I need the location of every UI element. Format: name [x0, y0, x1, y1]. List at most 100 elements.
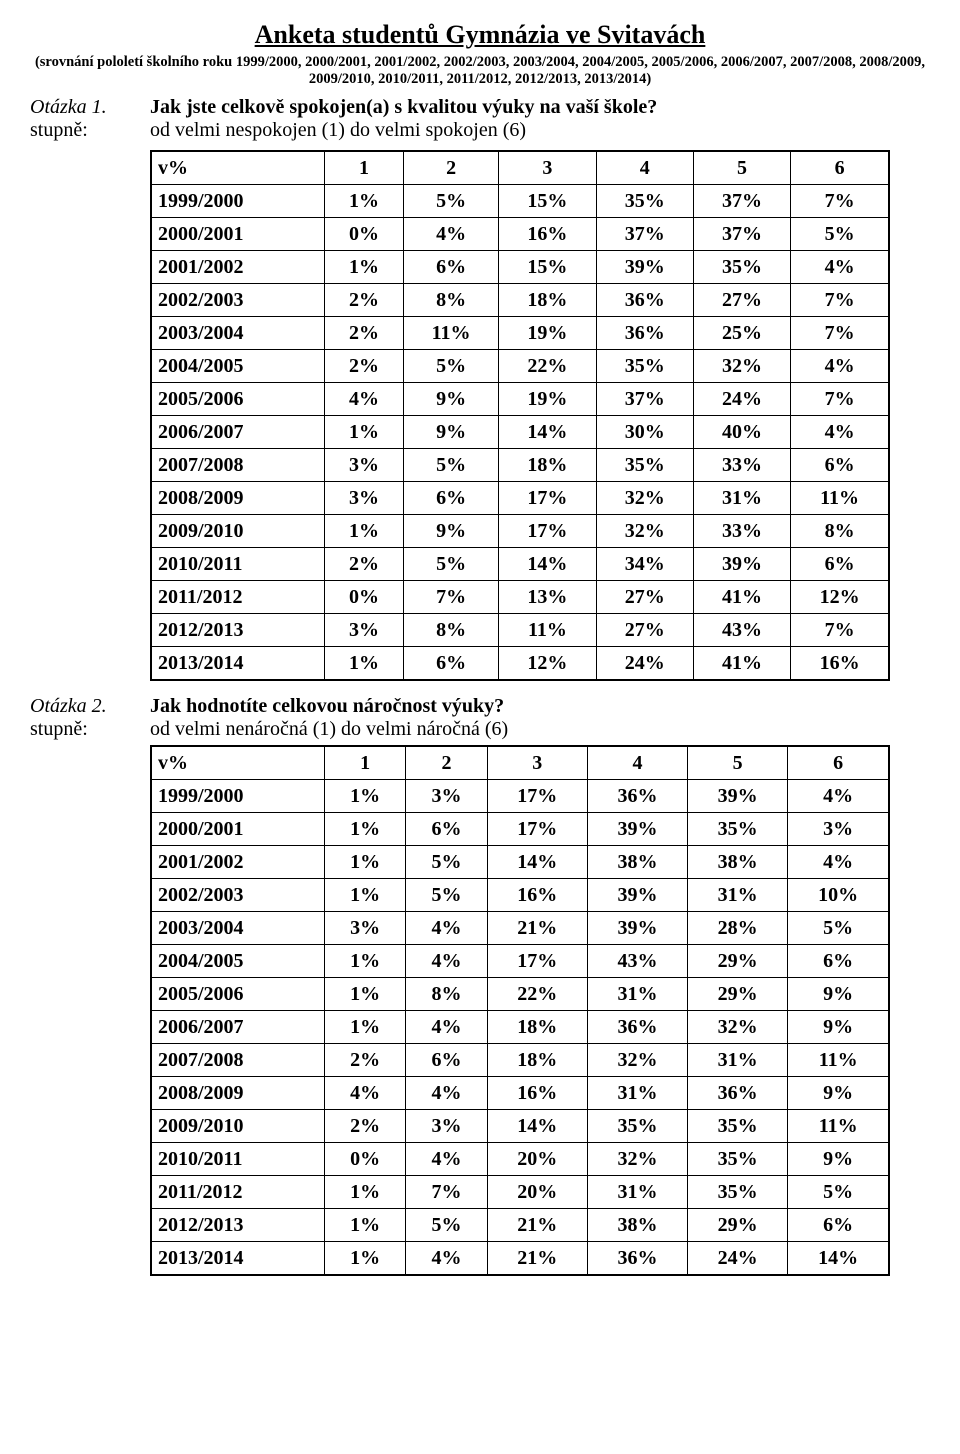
table-cell: 9% — [788, 1077, 889, 1110]
table-cell: 1% — [325, 1176, 406, 1209]
table-cell: 14% — [487, 846, 587, 879]
table-cell: 36% — [596, 317, 693, 350]
table-row: 2010/20112%5%14%34%39%6% — [151, 548, 889, 581]
table-cell: 11% — [403, 317, 498, 350]
table-cell: 0% — [325, 218, 404, 251]
table-row: 2003/20042%11%19%36%25%7% — [151, 317, 889, 350]
table-row: 2008/20093%6%17%32%31%11% — [151, 482, 889, 515]
table-cell: 16% — [487, 879, 587, 912]
table-cell: 4% — [406, 1011, 487, 1044]
table-cell: 33% — [693, 515, 790, 548]
table-cell: 1% — [325, 1011, 406, 1044]
question-2-block: Otázka 2. Jak hodnotíte celkovou náročno… — [30, 695, 930, 1276]
table-cell: 6% — [406, 813, 487, 846]
table-row: 2001/20021%5%14%38%38%4% — [151, 846, 889, 879]
table-row-year: 2003/2004 — [151, 317, 325, 350]
table-header-cell: 1 — [325, 151, 404, 185]
q2-label: Otázka 2. — [30, 695, 150, 718]
table-cell: 16% — [791, 647, 889, 681]
table-row-year: 2000/2001 — [151, 218, 325, 251]
table-header-row: v%123456 — [151, 746, 889, 780]
table-cell: 9% — [403, 416, 498, 449]
table-cell: 2% — [325, 284, 404, 317]
table-cell: 35% — [693, 251, 790, 284]
table-cell: 1% — [325, 515, 404, 548]
table-cell: 9% — [788, 978, 889, 1011]
table-cell: 9% — [403, 515, 498, 548]
table-row-year: 2010/2011 — [151, 1143, 325, 1176]
table-cell: 9% — [788, 1011, 889, 1044]
table-row-year: 2009/2010 — [151, 515, 325, 548]
table-cell: 40% — [693, 416, 790, 449]
table-cell: 11% — [788, 1110, 889, 1143]
table-cell: 7% — [406, 1176, 487, 1209]
table-cell: 5% — [403, 185, 498, 218]
table-cell: 7% — [403, 581, 498, 614]
table-cell: 17% — [487, 813, 587, 846]
table-cell: 19% — [499, 317, 596, 350]
table-row: 2013/20141%6%12%24%41%16% — [151, 647, 889, 681]
table-row-year: 2007/2008 — [151, 449, 325, 482]
table-cell: 5% — [791, 218, 889, 251]
table-cell: 32% — [693, 350, 790, 383]
table-row-year: 2009/2010 — [151, 1110, 325, 1143]
table-row: 2005/20061%8%22%31%29%9% — [151, 978, 889, 1011]
table-cell: 3% — [325, 482, 404, 515]
table-cell: 4% — [406, 1077, 487, 1110]
table-cell: 2% — [325, 1110, 406, 1143]
table-cell: 25% — [693, 317, 790, 350]
table-cell: 11% — [788, 1044, 889, 1077]
table-cell: 4% — [788, 846, 889, 879]
table-cell: 36% — [596, 284, 693, 317]
table-cell: 5% — [788, 912, 889, 945]
table-cell: 32% — [587, 1143, 687, 1176]
table-cell: 43% — [587, 945, 687, 978]
table-cell: 4% — [406, 945, 487, 978]
table-cell: 24% — [596, 647, 693, 681]
table-cell: 29% — [688, 945, 788, 978]
table-cell: 35% — [596, 350, 693, 383]
table-cell: 7% — [791, 383, 889, 416]
table-cell: 1% — [325, 978, 406, 1011]
table-cell: 17% — [499, 515, 596, 548]
table-header-cell: 6 — [791, 151, 889, 185]
q1-table-wrap: v%1234561999/20001%5%15%35%37%7%2000/200… — [150, 150, 930, 681]
q2-scale-label: stupně: — [30, 718, 150, 741]
table-cell: 1% — [325, 185, 404, 218]
table-header-cell: 2 — [406, 746, 487, 780]
table-row: 1999/20001%5%15%35%37%7% — [151, 185, 889, 218]
table-row: 2011/20121%7%20%31%35%5% — [151, 1176, 889, 1209]
table-row-year: 2004/2005 — [151, 350, 325, 383]
table-cell: 7% — [791, 317, 889, 350]
table-cell: 1% — [325, 945, 406, 978]
table-cell: 11% — [791, 482, 889, 515]
q1-scale-text: od velmi nespokojen (1) do velmi spokoje… — [150, 119, 526, 142]
table-row-year: 2010/2011 — [151, 548, 325, 581]
table-row: 2004/20051%4%17%43%29%6% — [151, 945, 889, 978]
table-row-year: 2012/2013 — [151, 1209, 325, 1242]
table-cell: 21% — [487, 1242, 587, 1276]
table-cell: 9% — [403, 383, 498, 416]
table-header-cell: 4 — [587, 746, 687, 780]
table-row: 2009/20102%3%14%35%35%11% — [151, 1110, 889, 1143]
table-cell: 3% — [406, 1110, 487, 1143]
table-row-year: 2005/2006 — [151, 978, 325, 1011]
table-row: 2011/20120%7%13%27%41%12% — [151, 581, 889, 614]
table-cell: 6% — [791, 548, 889, 581]
q1-label: Otázka 1. — [30, 96, 150, 119]
table-row-year: 2003/2004 — [151, 912, 325, 945]
table-cell: 35% — [688, 813, 788, 846]
table-header-cell: 1 — [325, 746, 406, 780]
table-cell: 16% — [487, 1077, 587, 1110]
table-cell: 10% — [788, 879, 889, 912]
table-cell: 12% — [499, 647, 596, 681]
table-cell: 15% — [499, 185, 596, 218]
table-cell: 29% — [688, 1209, 788, 1242]
table-cell: 37% — [596, 383, 693, 416]
table-header-cell: 3 — [487, 746, 587, 780]
table-cell: 32% — [596, 482, 693, 515]
table-row: 2010/20110%4%20%32%35%9% — [151, 1143, 889, 1176]
table-cell: 19% — [499, 383, 596, 416]
table-row-year: 2008/2009 — [151, 1077, 325, 1110]
table-cell: 4% — [788, 780, 889, 813]
